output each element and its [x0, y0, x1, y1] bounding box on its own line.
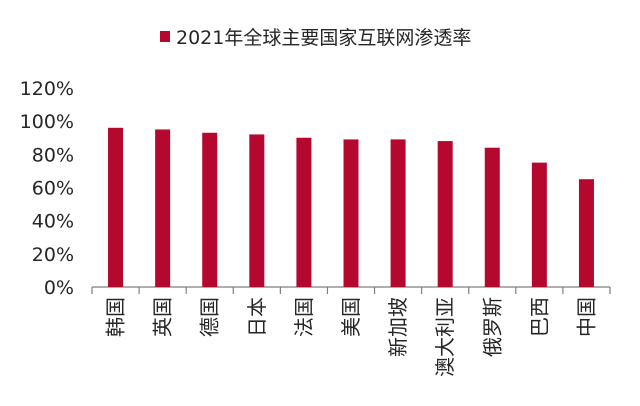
- x-tick-label: 俄罗斯: [480, 297, 504, 357]
- y-tick-label: 80%: [32, 144, 74, 166]
- bar: [108, 127, 124, 287]
- y-tick-label: 120%: [20, 78, 74, 100]
- legend: 2021年全球主要国家互联网渗透率: [160, 27, 471, 49]
- x-tick-label: 英国: [151, 297, 175, 337]
- x-tick-label: 新加坡: [386, 297, 410, 357]
- y-tick-label: 20%: [32, 244, 74, 266]
- bar: [484, 147, 500, 287]
- x-tick-label: 美国: [339, 297, 363, 337]
- y-tick-label: 0%: [44, 277, 74, 299]
- bar: [390, 139, 406, 287]
- bar: [296, 137, 312, 287]
- x-tick-label: 德国: [198, 297, 222, 337]
- bar: [343, 139, 359, 287]
- x-tick-label: 中国: [574, 297, 598, 337]
- y-tick-label: 60%: [32, 178, 74, 200]
- bar: [155, 129, 171, 287]
- x-tick-label: 巴西: [527, 297, 551, 337]
- x-tick-label: 法国: [292, 297, 316, 337]
- bar: [531, 162, 547, 287]
- legend-swatch: [160, 31, 170, 42]
- bars: [108, 127, 594, 287]
- legend-label: 2021年全球主要国家互联网渗透率: [176, 27, 471, 49]
- x-tick-label: 韩国: [104, 297, 128, 337]
- x-tick-label: 日本: [245, 297, 269, 337]
- bar: [437, 141, 453, 287]
- bar: [249, 134, 265, 287]
- bar: [578, 179, 594, 287]
- x-axis: 韩国 英国 德国 日本 法国 美国 新加坡 澳大利亚 俄罗斯 巴西 中国: [91, 286, 611, 377]
- bar: [202, 132, 218, 287]
- x-tick-label: 澳大利亚: [433, 297, 457, 377]
- y-tick-label: 40%: [32, 211, 74, 233]
- y-axis: 0% 20% 40% 60% 80% 100% 120%: [20, 78, 74, 299]
- y-tick-label: 100%: [20, 111, 74, 133]
